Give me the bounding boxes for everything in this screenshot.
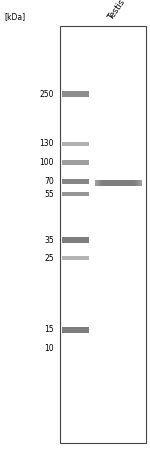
Bar — [62, 179, 89, 184]
Bar — [62, 91, 89, 97]
Bar — [126, 180, 128, 186]
Bar — [118, 180, 120, 186]
Text: 70: 70 — [44, 177, 54, 186]
Text: 100: 100 — [39, 158, 54, 167]
Bar — [62, 192, 89, 196]
Bar — [104, 180, 106, 186]
Bar — [62, 237, 89, 243]
Text: 25: 25 — [44, 253, 54, 263]
Bar — [102, 180, 104, 186]
Text: Testis: Testis — [107, 0, 127, 23]
Bar — [99, 180, 101, 186]
Bar — [114, 180, 115, 186]
Bar — [62, 327, 89, 333]
Bar — [133, 180, 135, 186]
Bar — [94, 180, 96, 186]
Bar — [98, 180, 99, 186]
Bar — [117, 180, 119, 186]
Text: 250: 250 — [39, 89, 54, 99]
Bar — [128, 180, 130, 186]
Bar — [109, 180, 111, 186]
Text: 130: 130 — [39, 139, 54, 148]
Bar — [135, 180, 136, 186]
Bar — [112, 180, 114, 186]
Text: 15: 15 — [44, 325, 54, 334]
Bar — [101, 180, 102, 186]
Text: 55: 55 — [44, 189, 54, 199]
Bar — [120, 180, 122, 186]
Bar — [141, 180, 142, 186]
Bar — [138, 180, 139, 186]
Bar — [115, 180, 117, 186]
Bar — [62, 256, 89, 260]
Bar — [131, 180, 133, 186]
Bar — [106, 180, 107, 186]
Bar — [136, 180, 138, 186]
Bar — [123, 180, 125, 186]
Bar — [130, 180, 131, 186]
Bar — [111, 180, 112, 186]
Bar — [122, 180, 123, 186]
Bar — [139, 180, 141, 186]
Bar — [62, 141, 89, 146]
Bar — [107, 180, 109, 186]
Text: [kDa]: [kDa] — [4, 12, 26, 21]
Bar — [60, 26, 146, 443]
Bar — [125, 180, 126, 186]
Text: 10: 10 — [44, 344, 54, 353]
Text: 35: 35 — [44, 236, 54, 245]
Bar — [96, 180, 98, 186]
Bar — [62, 160, 89, 165]
